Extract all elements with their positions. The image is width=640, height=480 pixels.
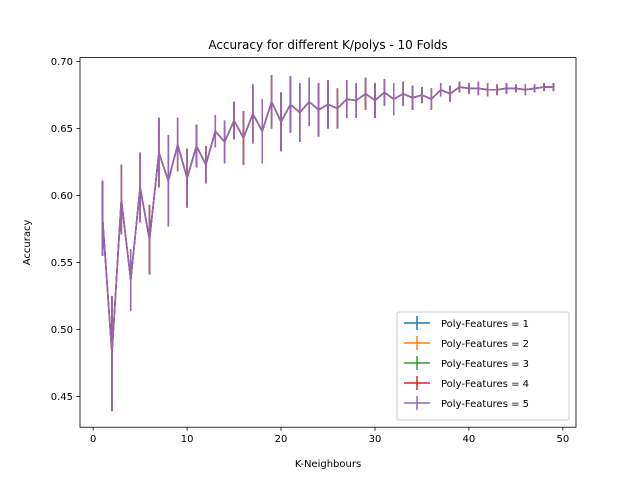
x-tick-label: 50 (556, 434, 569, 445)
x-tick-label: 0 (90, 434, 96, 445)
chart-title: Accuracy for different K/polys - 10 Fold… (208, 38, 447, 52)
y-tick-label: 0.55 (51, 258, 73, 269)
legend-label: Poly-Features = 3 (441, 359, 529, 370)
y-tick-label: 0.45 (51, 392, 73, 403)
series-line (101, 86, 554, 355)
plot-area (79, 57, 577, 428)
x-tick-label: 20 (275, 434, 288, 445)
y-tick-label: 0.50 (51, 325, 73, 336)
y-axis: 0.45 0.50 0.55 0.60 0.65 0.70 (51, 57, 80, 403)
legend-label: Poly-Features = 4 (441, 379, 529, 390)
x-axis: 0 10 20 30 40 50 (90, 427, 569, 445)
legend-label: Poly-Features = 1 (441, 319, 529, 330)
x-tick-label: 10 (181, 434, 194, 445)
x-axis-title: K-Neighbours (295, 459, 361, 470)
series-lines (101, 86, 554, 355)
y-tick-label: 0.60 (51, 191, 73, 202)
legend-label: Poly-Features = 5 (441, 399, 529, 410)
y-tick-label: 0.65 (51, 124, 73, 135)
y-tick-label: 0.70 (51, 57, 73, 68)
legend-items: Poly-Features = 1 Poly-Features = 2 Poly-F… (404, 316, 529, 410)
legend-label: Poly-Features = 2 (441, 339, 529, 350)
legend-box (396, 311, 570, 421)
x-tick-label: 40 (463, 434, 476, 445)
x-tick-label: 30 (369, 434, 382, 445)
y-axis-title: Accuracy (22, 219, 33, 265)
plot-frame (79, 57, 577, 428)
legend: Poly-Features = 1 Poly-Features = 2 Poly-F… (396, 311, 570, 421)
